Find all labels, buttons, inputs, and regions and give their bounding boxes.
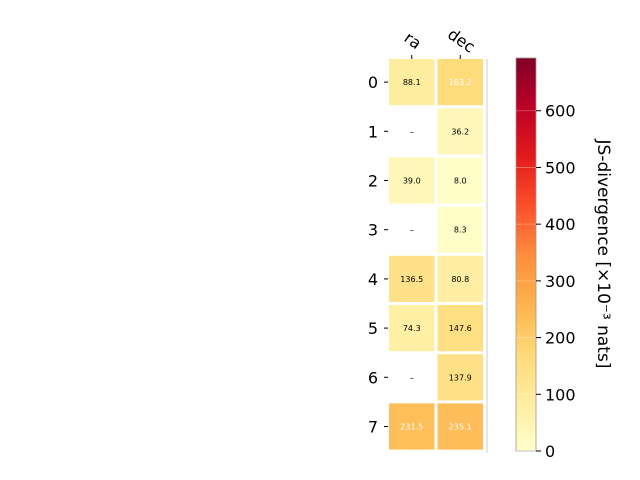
heatmap-cell bbox=[437, 206, 483, 253]
row-label: 2 bbox=[368, 172, 378, 191]
cell-label: 231.5 bbox=[400, 423, 423, 432]
colorbar-tick-label: 0 bbox=[545, 442, 555, 461]
column-label: ra bbox=[401, 28, 425, 53]
cell-label: 163.2 bbox=[449, 78, 472, 87]
colorbar-tick-label: 200 bbox=[545, 329, 576, 348]
colorbar: JS-divergence [×10⁻³ nats] 0 100 200 300 400… bbox=[515, 57, 613, 461]
heatmap-cell bbox=[389, 305, 435, 352]
colorbar-tick-label: 500 bbox=[545, 158, 576, 177]
heatmap-cell bbox=[437, 59, 483, 106]
heatmap-cell bbox=[389, 403, 435, 450]
colorbar-tick-label: 400 bbox=[545, 215, 576, 234]
colorbar-gradient bbox=[515, 57, 537, 452]
cell-label: 74.3 bbox=[403, 324, 421, 333]
heatmap-cell bbox=[437, 403, 483, 450]
heatmap-grid: 88.1 163.2 – 36.2 39.0 8.0 – 8.3 136.5 80.8 74.3 14… bbox=[389, 59, 483, 450]
cell-label: – bbox=[410, 226, 414, 235]
cell-label: – bbox=[410, 127, 414, 136]
row-label: 4 bbox=[368, 270, 378, 289]
heatmap-cell bbox=[437, 354, 483, 401]
cell-label: – bbox=[410, 373, 414, 382]
row-label: 1 bbox=[368, 122, 378, 141]
cell-label: 8.0 bbox=[454, 177, 467, 186]
row-label: 7 bbox=[368, 418, 378, 437]
heatmap-cell bbox=[437, 108, 483, 155]
cell-label: 136.5 bbox=[400, 275, 423, 284]
heatmap-cell bbox=[437, 255, 483, 302]
row-label: 3 bbox=[368, 221, 378, 240]
cell-label: 137.9 bbox=[449, 373, 472, 382]
heatmap-cell bbox=[389, 59, 435, 106]
cell-label: 36.2 bbox=[451, 127, 469, 136]
heatmap-cell bbox=[437, 157, 483, 204]
cell-label: 80.8 bbox=[451, 275, 469, 284]
cell-label: 147.6 bbox=[449, 324, 472, 333]
row-label: 6 bbox=[368, 368, 378, 387]
heatmap-cell bbox=[389, 157, 435, 204]
cell-label: 88.1 bbox=[403, 78, 421, 87]
colorbar-label: JS-divergence [×10⁻³ nats] bbox=[593, 139, 613, 369]
cell-label: 39.0 bbox=[403, 177, 421, 186]
colorbar-tick-label: 300 bbox=[545, 272, 576, 291]
colorbar-tick-label: 100 bbox=[545, 385, 576, 404]
row-label: 0 bbox=[368, 73, 378, 92]
colorbar-tick-label: 600 bbox=[545, 102, 576, 121]
cell-label: 8.3 bbox=[454, 226, 467, 235]
row-label: 5 bbox=[368, 319, 378, 338]
column-label: dec bbox=[444, 24, 478, 56]
heatmap-cell bbox=[437, 305, 483, 352]
heatmap-cell bbox=[389, 255, 435, 302]
cell-label: 235.1 bbox=[449, 423, 472, 432]
